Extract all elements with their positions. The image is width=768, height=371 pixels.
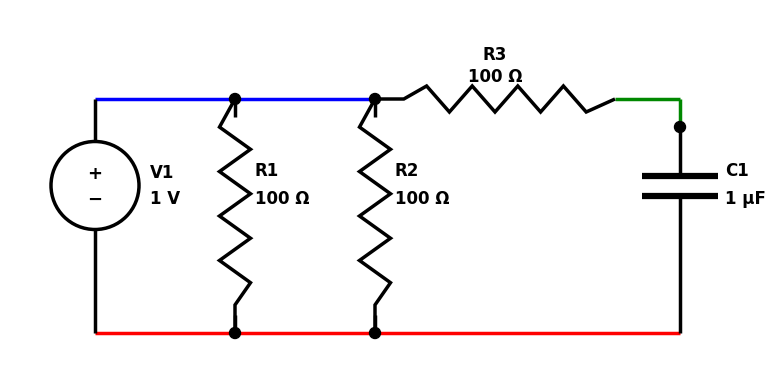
Text: C1: C1 <box>725 161 749 180</box>
Text: 1 V: 1 V <box>150 190 180 207</box>
Text: V1: V1 <box>150 164 174 181</box>
Text: 100 Ω: 100 Ω <box>468 68 522 86</box>
Text: 100 Ω: 100 Ω <box>395 190 449 207</box>
Circle shape <box>369 328 380 338</box>
Circle shape <box>230 93 240 105</box>
Text: 100 Ω: 100 Ω <box>255 190 310 207</box>
Circle shape <box>674 121 686 132</box>
Circle shape <box>230 328 240 338</box>
Text: R2: R2 <box>395 161 419 180</box>
Circle shape <box>369 93 380 105</box>
Text: −: − <box>88 190 103 209</box>
Text: 1 μF: 1 μF <box>725 190 766 207</box>
Text: R1: R1 <box>255 161 280 180</box>
Text: R3: R3 <box>483 46 507 64</box>
Text: +: + <box>88 164 102 183</box>
